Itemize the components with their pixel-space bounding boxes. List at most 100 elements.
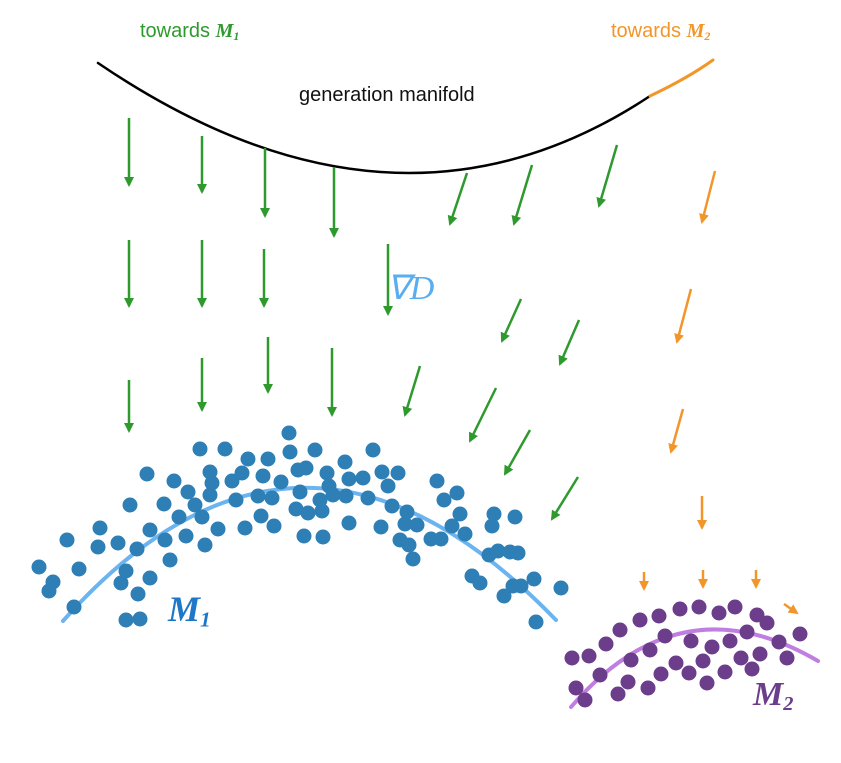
manifold-2-point bbox=[653, 666, 669, 682]
manifold-2-point bbox=[623, 652, 639, 668]
manifold-1-label: M1 bbox=[168, 588, 211, 632]
green-gradient-arrow bbox=[596, 144, 619, 208]
towards-m1-sub: 1 bbox=[233, 29, 240, 43]
manifold-1-point bbox=[59, 532, 75, 548]
manifold-1-point bbox=[162, 552, 178, 568]
manifold-1-point bbox=[139, 466, 155, 482]
manifold-1-point bbox=[315, 529, 331, 545]
points-group bbox=[31, 425, 808, 708]
manifold-1-point bbox=[457, 526, 473, 542]
orange-gradient-arrow bbox=[668, 408, 685, 454]
manifold-1-point bbox=[234, 465, 250, 481]
manifold-1-point bbox=[384, 498, 400, 514]
manifold-1-point bbox=[288, 501, 304, 517]
manifold-1-point bbox=[486, 506, 502, 522]
manifold-2-point bbox=[592, 667, 608, 683]
manifold-2-point bbox=[577, 692, 593, 708]
orange-gradient-arrow bbox=[674, 288, 693, 344]
manifold-1-point bbox=[178, 528, 194, 544]
manifold-1-point bbox=[282, 444, 298, 460]
manifold-1-point bbox=[337, 454, 353, 470]
manifold-1-point bbox=[194, 509, 210, 525]
manifold-1-point bbox=[397, 516, 413, 532]
manifold-1-point bbox=[118, 612, 134, 628]
manifold-1-point bbox=[132, 611, 148, 627]
generation-manifold-curve bbox=[96, 61, 652, 175]
manifold-2-label: M2 bbox=[753, 676, 793, 716]
manifold-2-point bbox=[640, 680, 656, 696]
manifold-1-point bbox=[228, 492, 244, 508]
manifold-2-point bbox=[568, 680, 584, 696]
manifold-1-point bbox=[360, 490, 376, 506]
towards-m2-prefix: towards bbox=[611, 20, 687, 42]
manifold-1-point bbox=[365, 442, 381, 458]
manifold-1-point bbox=[122, 497, 138, 513]
towards-m1-prefix: towards bbox=[140, 20, 216, 42]
manifold-1-point bbox=[341, 471, 357, 487]
manifold-1-point bbox=[187, 497, 203, 513]
manifold-1-point bbox=[444, 518, 460, 534]
manifold-2-point bbox=[699, 675, 715, 691]
manifold-1-point bbox=[325, 487, 341, 503]
green-gradient-arrow bbox=[402, 365, 422, 417]
generation-manifold-label: generation manifold bbox=[299, 84, 475, 106]
manifold-1-point bbox=[553, 580, 569, 596]
manifold-1-sub: 1 bbox=[200, 607, 211, 632]
manifold-1-point bbox=[156, 496, 172, 512]
manifold-2-point bbox=[632, 612, 648, 628]
manifold-2-point bbox=[771, 634, 787, 650]
manifold-1-point bbox=[197, 537, 213, 553]
manifold-2-point bbox=[651, 608, 667, 624]
manifold-1-point bbox=[41, 583, 57, 599]
manifold-1-point bbox=[113, 575, 129, 591]
green-gradient-arrow bbox=[468, 387, 498, 443]
manifold-2-point bbox=[744, 661, 760, 677]
manifold-1-point bbox=[429, 473, 445, 489]
manifold-2-point bbox=[717, 664, 733, 680]
manifold-1-point bbox=[66, 599, 82, 615]
manifold-2-point bbox=[642, 642, 658, 658]
manifold-1-point bbox=[142, 522, 158, 538]
manifold-1-main: M bbox=[168, 589, 201, 629]
manifold-1-point bbox=[118, 563, 134, 579]
manifold-1-point bbox=[260, 451, 276, 467]
generation-manifold-orange-segment bbox=[648, 58, 715, 98]
manifold-2-point bbox=[672, 601, 688, 617]
manifold-1-point bbox=[296, 528, 312, 544]
manifold-1-point bbox=[472, 575, 488, 591]
manifold-1-point bbox=[240, 451, 256, 467]
green-gradient-arrow bbox=[500, 298, 523, 343]
manifold-1-point bbox=[142, 570, 158, 586]
gradient-label: ∇D bbox=[387, 270, 435, 307]
manifold-2-point bbox=[727, 599, 743, 615]
manifold-1-point bbox=[528, 614, 544, 630]
manifold-2-point bbox=[722, 633, 738, 649]
manifold-1-point bbox=[405, 551, 421, 567]
manifold-1-point bbox=[217, 441, 233, 457]
manifold-2-point bbox=[683, 633, 699, 649]
manifold-1-point bbox=[390, 465, 406, 481]
manifold-1-point bbox=[180, 484, 196, 500]
manifold-1-point bbox=[526, 571, 542, 587]
manifold-2-point bbox=[564, 650, 580, 666]
manifold-1-point bbox=[171, 509, 187, 525]
manifold-1-point bbox=[166, 473, 182, 489]
manifold-1-point bbox=[496, 588, 512, 604]
manifold-1-point bbox=[264, 490, 280, 506]
manifold-2-point bbox=[610, 686, 626, 702]
arrows-group bbox=[124, 118, 799, 615]
manifold-2-point bbox=[681, 665, 697, 681]
manifold-2-point bbox=[668, 655, 684, 671]
green-gradient-arrow bbox=[511, 164, 534, 226]
manifold-1-point bbox=[266, 518, 282, 534]
manifold-1-point bbox=[374, 464, 390, 480]
manifold-1-point bbox=[237, 520, 253, 536]
manifold-1-point bbox=[130, 586, 146, 602]
manifold-1-point bbox=[490, 543, 506, 559]
manifold-1-point bbox=[338, 488, 354, 504]
manifold-1-point bbox=[202, 487, 218, 503]
manifold-1-point bbox=[341, 515, 357, 531]
manifold-1-point bbox=[300, 505, 316, 521]
manifold-2-point bbox=[657, 628, 673, 644]
